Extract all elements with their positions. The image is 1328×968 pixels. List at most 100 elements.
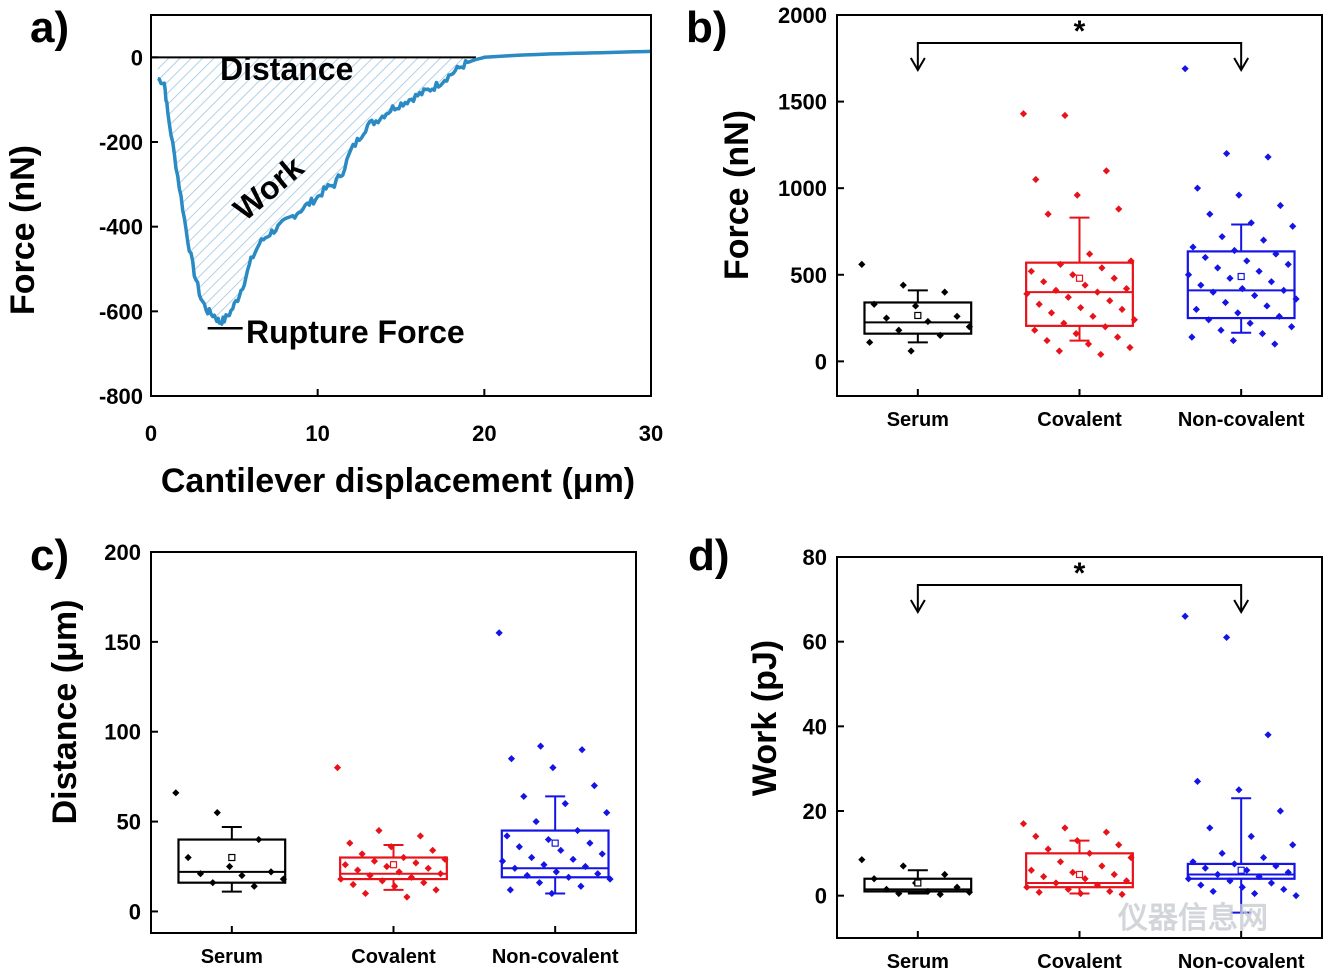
y-tick-label: -600 [99,299,143,324]
data-point [1197,881,1205,889]
data-point [1106,297,1114,305]
data-point [1032,175,1040,184]
data-point [416,832,424,840]
data-point [432,886,440,894]
panel-c-ylabel: Distance (μm) [46,600,84,825]
data-point [1073,837,1081,845]
data-point [1230,860,1239,868]
data-point [225,862,234,871]
data-point [561,800,569,808]
data-point [1115,841,1123,849]
y-tick-label: 60 [803,630,827,655]
box-mean-marker [551,839,559,847]
data-point [1243,257,1251,265]
significance-bracket [916,584,1243,612]
y-tick-label: 40 [803,714,827,739]
data-point [1272,250,1280,258]
y-tick-label: 50 [117,810,141,835]
data-point [965,323,973,331]
data-point [581,862,590,871]
y-tick-label: 0 [815,884,827,909]
y-tick-label: 2000 [778,3,827,28]
data-point [899,862,907,870]
data-point [1189,243,1197,251]
data-point [1043,336,1051,345]
data-point [532,817,540,826]
data-point [1077,889,1085,898]
panel-d-significance: * [909,557,1250,614]
significance-arrow-left [909,599,926,614]
data-point [1181,65,1189,73]
data-point [1069,868,1077,876]
x-category-label: Non-covalent [492,946,619,968]
data-point [1089,312,1097,320]
panel-a-ylabel: Force (nN) [4,145,42,315]
data-point [924,317,932,326]
data-point [1271,340,1279,348]
data-point [1255,873,1263,881]
data-point [506,886,514,894]
significance-arrow-right [1233,599,1250,614]
significance-arrow-left [909,57,926,72]
data-point [1193,184,1202,192]
data-point [1209,887,1217,896]
data-point [1181,612,1189,620]
box-iqr [863,301,973,335]
data-point [403,893,411,901]
data-point [858,856,866,864]
data-point [1052,286,1060,294]
panel-b-ticks: Serum Covalent Non-covalent 0 500 1000 1500 200… [778,3,1305,431]
data-point [1205,316,1213,324]
data-point [1226,274,1234,282]
significance-arrow-right [1233,57,1250,72]
y-tick-label: 150 [104,630,141,655]
data-point [586,839,594,847]
x-tick-label: 20 [472,421,496,446]
data-point [936,890,944,898]
data-point [1023,883,1031,891]
x-category-label: Serum [887,409,949,431]
data-point [1230,246,1239,255]
data-point [395,868,403,876]
data-point [1247,219,1255,227]
data-point [1259,236,1268,244]
data-point [1064,293,1072,301]
force-curve-line [157,49,652,326]
data-point [544,835,553,844]
data-point [267,868,275,876]
x-tick-label: 10 [305,421,329,446]
data-point [375,826,383,835]
y-tick-label: 1000 [778,176,827,201]
data-point [1035,300,1043,308]
data-point [578,746,586,754]
data-point [1234,309,1242,317]
y-tick-label: 1500 [778,90,827,115]
data-point [1243,866,1251,874]
data-point [1032,832,1040,840]
data-point [895,326,903,334]
panel-b-significance: * [909,15,1250,72]
data-point [1284,868,1292,876]
data-point [535,879,544,887]
y-tick-label: 80 [803,545,827,570]
data-point [528,853,536,862]
data-point [941,288,949,296]
data-point [1226,877,1234,885]
data-point [1206,210,1214,218]
data-point [1101,323,1109,331]
data-point [279,875,287,883]
data-point [520,792,528,801]
data-point [1229,336,1237,345]
data-point [1197,281,1205,289]
data-point [548,889,556,898]
data-point [941,870,949,879]
data-point [1280,885,1288,893]
data-point [498,857,507,865]
data-point [1110,870,1118,879]
data-point [858,260,866,268]
data-point [1235,786,1243,794]
data-point [870,875,878,883]
data-point [1044,210,1052,218]
data-point [1267,879,1276,887]
data-point [537,742,545,750]
